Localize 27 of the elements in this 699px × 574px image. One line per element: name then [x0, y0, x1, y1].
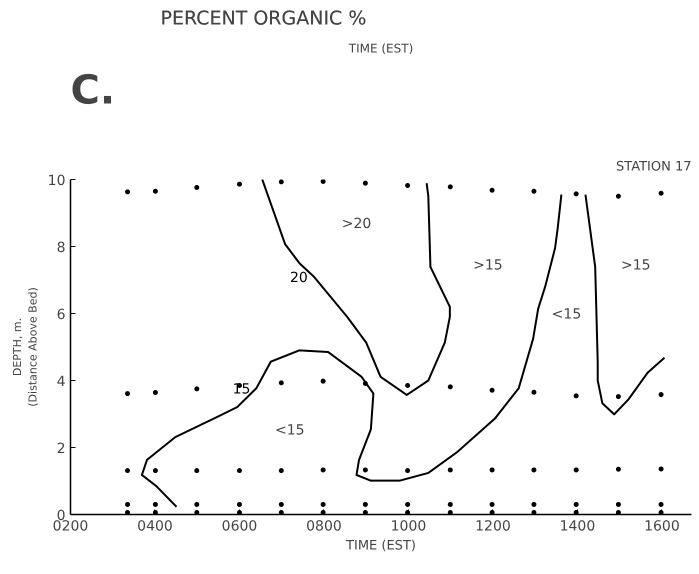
- series-label: 20: [290, 270, 308, 286]
- y-tick-label: 8: [56, 240, 66, 256]
- annotation: >15: [473, 257, 503, 274]
- x-axis-title: TIME (EST): [345, 538, 416, 554]
- x-tick-label: 0800: [306, 518, 342, 534]
- y-tick-label: 4: [56, 374, 66, 390]
- x-tick-label: 1000: [390, 518, 426, 534]
- annotation: >20: [342, 216, 372, 232]
- text: TIME (EST): [348, 42, 414, 56]
- line-series: [584, 194, 666, 416]
- x-tick-label: 1400: [560, 518, 596, 534]
- x-tick-label: 0600: [222, 518, 258, 534]
- y-tick-label: 10: [48, 173, 66, 189]
- annotation: >15: [620, 257, 651, 274]
- text: C.: [70, 68, 116, 114]
- x-tick-label: 1200: [475, 518, 511, 534]
- y-tick-label: 2: [56, 441, 66, 457]
- y-tick-label: 6: [56, 307, 66, 323]
- y-axis-title: DEPTH, m. (Distance Above Bed): [11, 287, 40, 407]
- line-series: [261, 180, 451, 396]
- x-tick-label: 1600: [644, 518, 680, 534]
- annotation: <15: [552, 306, 582, 323]
- x-tick-label: 0400: [137, 518, 173, 534]
- annotation: <15: [274, 422, 305, 438]
- text: STATION 17: [616, 160, 692, 174]
- chart-title: PERCENT ORGANIC %: [160, 8, 366, 30]
- series-label: 15: [232, 382, 250, 398]
